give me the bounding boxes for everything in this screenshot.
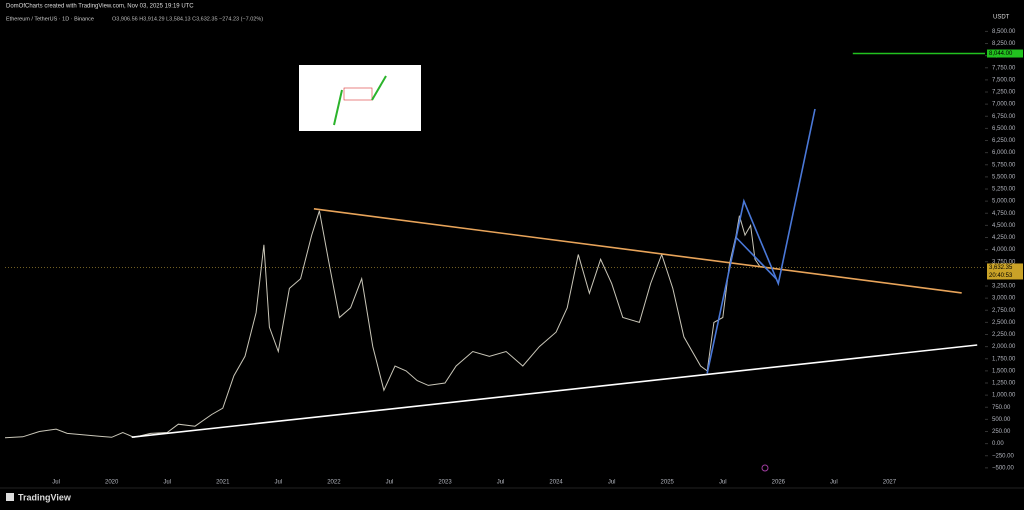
y-tick-label: 4,250.00 xyxy=(992,235,1016,241)
currency: USDT xyxy=(993,15,1010,21)
series-line xyxy=(313,208,962,294)
y-tick-label: −500.00 xyxy=(992,465,1015,471)
y-tick-label: 750.00 xyxy=(992,405,1011,411)
x-tick-label: 2026 xyxy=(772,480,786,486)
y-tick-label: 2,000.00 xyxy=(992,344,1016,350)
y-tick-label: 8,250.00 xyxy=(992,41,1016,47)
y-tick-label: 3,000.00 xyxy=(992,296,1016,302)
last-price-box xyxy=(987,263,1023,280)
price-label: 8,044.00 xyxy=(989,51,1013,57)
y-tick-label: 4,750.00 xyxy=(992,211,1016,217)
price-label-box xyxy=(987,49,1023,58)
x-tick-label: 2023 xyxy=(438,480,452,486)
series-line xyxy=(131,344,978,438)
x-tick-label: Jul xyxy=(52,480,60,486)
countdown: 20:40:53 xyxy=(989,273,1013,279)
y-tick-label: 4,500.00 xyxy=(992,223,1016,229)
x-tick-label: Jul xyxy=(163,480,171,486)
x-tick-label: Jul xyxy=(386,480,394,486)
y-tick-label: 250.00 xyxy=(992,429,1011,435)
x-tick-label: 2024 xyxy=(549,480,563,486)
header: DomOfCharts created with TradingView.com… xyxy=(6,4,194,10)
y-tick-label: 5,250.00 xyxy=(992,187,1016,193)
y-tick-label: 1,500.00 xyxy=(992,368,1016,374)
y-tick-label: 500.00 xyxy=(992,417,1011,423)
y-tick-label: 7,500.00 xyxy=(992,77,1016,83)
brand: TradingView xyxy=(18,492,72,502)
y-tick-label: 5,500.00 xyxy=(992,174,1016,180)
y-tick-label: 2,250.00 xyxy=(992,332,1016,338)
y-tick-label: 3,750.00 xyxy=(992,259,1016,265)
x-tick-label: 2025 xyxy=(661,480,675,486)
series-line xyxy=(4,210,762,439)
x-tick-label: 2027 xyxy=(883,480,897,486)
y-tick-label: 5,000.00 xyxy=(992,199,1016,205)
ohlc: O3,906.56 H3,914.29 L3,584.13 C3,632.35 … xyxy=(112,16,263,22)
series-line xyxy=(735,236,777,280)
brand-logo: TradingView xyxy=(6,492,72,502)
x-tick-label: Jul xyxy=(719,480,727,486)
y-tick-label: 8,500.00 xyxy=(992,29,1016,35)
y-tick-label: 1,000.00 xyxy=(992,393,1016,399)
y-tick-label: −250.00 xyxy=(992,453,1015,459)
y-tick-label: 6,500.00 xyxy=(992,126,1016,132)
y-tick-label: 5,750.00 xyxy=(992,162,1016,168)
x-tick-label: 2022 xyxy=(327,480,341,486)
y-tick-label: 7,250.00 xyxy=(992,90,1016,96)
symbol: Ethereum / TetherUS · 1D · Binance xyxy=(6,16,94,22)
y-tick-label: 6,000.00 xyxy=(992,150,1016,156)
x-tick-label: 2021 xyxy=(216,480,230,486)
y-tick-label: 6,750.00 xyxy=(992,114,1016,120)
y-tick-label: 1,750.00 xyxy=(992,356,1016,362)
y-tick-label: 6,250.00 xyxy=(992,138,1016,144)
last-price-label: 3,632.35 xyxy=(989,265,1013,271)
x-tick-label: Jul xyxy=(497,480,505,486)
y-tick-label: 4,000.00 xyxy=(992,247,1016,253)
x-tick-label: Jul xyxy=(830,480,838,486)
y-tick-label: 7,000.00 xyxy=(992,102,1016,108)
inset-image xyxy=(299,65,421,131)
y-tick-label: 1,250.00 xyxy=(992,381,1016,387)
y-tick-label: 3,250.00 xyxy=(992,284,1016,290)
y-tick-label: 0.00 xyxy=(992,441,1004,447)
series-line xyxy=(706,108,816,374)
event-icon xyxy=(761,464,769,472)
x-tick-label: 2020 xyxy=(105,480,119,486)
x-tick-label: Jul xyxy=(274,480,282,486)
y-tick-label: 2,500.00 xyxy=(992,320,1016,326)
y-tick-label: 2,750.00 xyxy=(992,308,1016,314)
x-tick-label: Jul xyxy=(608,480,616,486)
y-tick-label: 7,750.00 xyxy=(992,65,1016,71)
